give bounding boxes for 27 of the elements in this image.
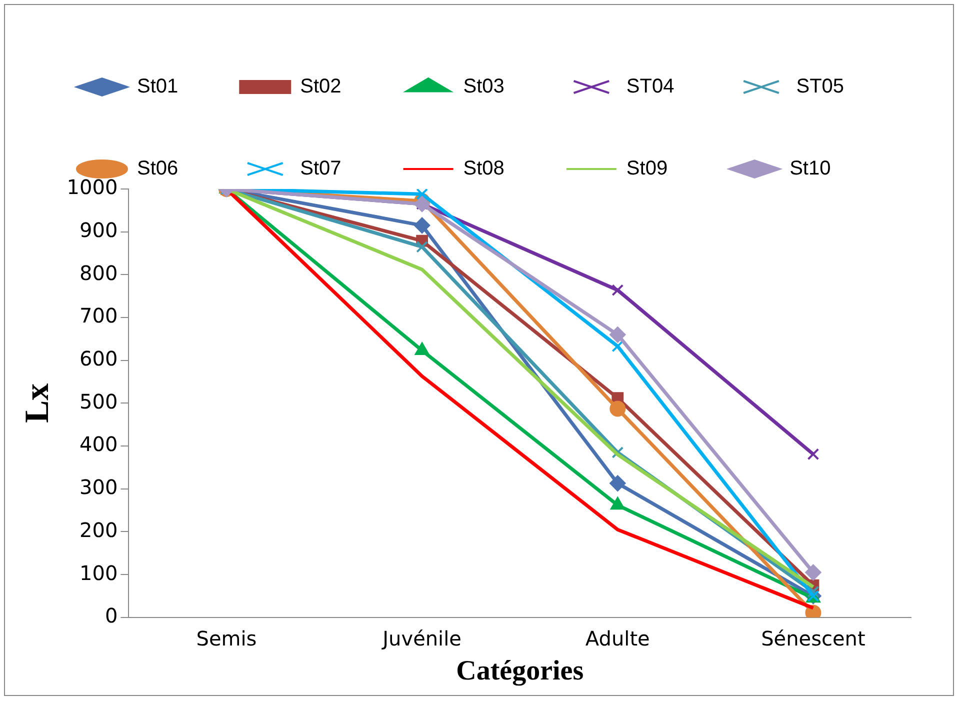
- y-tick-label: 600: [80, 346, 118, 371]
- y-axis-title: Lx: [19, 383, 56, 424]
- x-tick-label: Adulte: [585, 626, 650, 651]
- y-tick-label: 1000: [66, 175, 118, 200]
- y-tick-label: 500: [80, 389, 118, 414]
- legend-label: St03: [463, 76, 504, 98]
- legend-label: ST04: [626, 76, 674, 98]
- legend-label: St10: [790, 158, 831, 180]
- y-tick-label: 400: [80, 432, 118, 456]
- y-tick-label: 300: [80, 475, 118, 500]
- legend-label: St09: [626, 158, 668, 180]
- y-tick-label: 0: [104, 604, 118, 628]
- legend-label: St07: [300, 158, 342, 180]
- legend-label: ST05: [796, 76, 844, 98]
- y-tick-label: 200: [80, 518, 118, 542]
- legend-label: St08: [463, 158, 504, 180]
- legend-label: St06: [137, 158, 178, 180]
- y-tick-label: 700: [80, 304, 118, 328]
- legend-label: St02: [300, 76, 342, 98]
- x-tick-label: Juvénile: [380, 626, 462, 651]
- y-tick-label: 800: [80, 260, 118, 285]
- y-tick-label: 900: [80, 218, 118, 242]
- legend-label: St01: [137, 76, 178, 98]
- y-tick-label: 100: [80, 560, 118, 585]
- x-axis-title: Catégories: [456, 655, 584, 686]
- x-tick-label: Sénescent: [761, 626, 866, 651]
- x-tick-label: Semis: [196, 626, 257, 651]
